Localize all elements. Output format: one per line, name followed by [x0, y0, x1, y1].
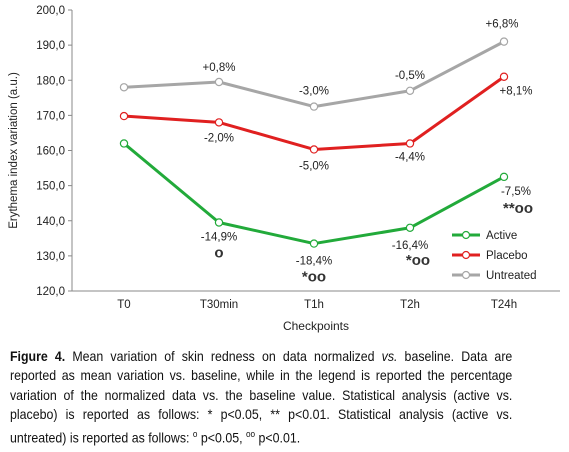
- x-axis: T0 T30min T1h T2h T24h: [72, 290, 560, 311]
- caption-vs: vs.: [381, 349, 398, 364]
- data-label: -7,5%: [501, 186, 531, 198]
- x-tick-label: T24h: [491, 299, 517, 311]
- y-tick-label: 140,0: [36, 216, 65, 228]
- data-label: -14,9%: [201, 232, 237, 244]
- y-tick-label: 180,0: [36, 75, 65, 87]
- figure-caption: Figure 4. Mean variation of skin redness…: [10, 347, 512, 448]
- data-point-untreated: [309, 102, 319, 111]
- data-point-untreated: [214, 77, 224, 87]
- caption-text-1: Mean variation of skin redness on data n…: [65, 349, 382, 364]
- x-tick-label: T1h: [304, 299, 324, 311]
- caption-degree-1: o: [192, 428, 198, 439]
- legend-label: Untreated: [486, 270, 537, 282]
- legend: Active Placebo Untreated: [452, 230, 537, 282]
- significance-mark: *oo: [302, 269, 326, 286]
- data-point-placebo: [119, 111, 129, 121]
- data-label: +8,1%: [500, 86, 533, 98]
- data-label: +6,8%: [486, 19, 519, 31]
- significance-mark: **oo: [503, 200, 533, 217]
- data-point-placebo: [214, 118, 224, 127]
- y-tick-label: 170,0: [36, 110, 65, 122]
- data-label: -0,5%: [395, 70, 425, 82]
- erythema-line-chart: 120,0 130,0 140,0 150,0 160,0 170,0 180,0 190,0…: [8, 5, 560, 333]
- data-point-placebo: [309, 145, 319, 154]
- y-tick-label: 200,0: [36, 5, 65, 17]
- legend-marker-placebo: [461, 250, 471, 260]
- legend-marker-untreated: [461, 270, 471, 280]
- data-labels: -14,9% -18,4% -16,4% -7,5% o *oo *oo **oo -2,0% -…: [201, 19, 533, 286]
- data-label: -5,0%: [299, 160, 329, 172]
- data-point-untreated: [405, 86, 415, 95]
- series-line-active: [123, 142, 505, 246]
- data-point-active: [309, 239, 319, 248]
- x-tick-label: T0: [117, 299, 130, 311]
- data-point-active: [499, 172, 509, 182]
- x-tick-label: T30min: [200, 299, 238, 311]
- legend-label: Placebo: [486, 250, 528, 262]
- caption-degree-2: oo: [245, 428, 256, 439]
- data-point-active: [119, 139, 129, 148]
- data-label: -4,4%: [395, 151, 425, 163]
- y-axis: 120,0 130,0 140,0 150,0 160,0 170,0 180,0 190,0…: [36, 5, 73, 298]
- data-label: -3,0%: [299, 86, 329, 98]
- legend-marker-active: [461, 230, 471, 240]
- y-tick-label: 130,0: [36, 251, 65, 263]
- figure-label: Figure 4.: [10, 349, 66, 364]
- y-axis-label: Erythema index variation (a.u.): [8, 72, 20, 229]
- y-tick-label: 190,0: [36, 40, 65, 52]
- y-tick-label: 160,0: [36, 146, 65, 158]
- legend-label: Active: [486, 230, 517, 242]
- data-point-active: [405, 223, 415, 232]
- data-label: +0,8%: [203, 62, 236, 74]
- data-point-placebo: [499, 72, 509, 81]
- y-tick-label: 150,0: [36, 181, 65, 193]
- significance-mark: *oo: [406, 252, 430, 269]
- caption-text-2: baseline. Data are reported as mean vari…: [10, 349, 513, 446]
- significance-mark: o: [214, 245, 223, 262]
- data-label: -16,4%: [392, 240, 428, 252]
- x-tick-label: T2h: [400, 299, 420, 311]
- data-label: -18,4%: [296, 256, 332, 268]
- series-layer: [119, 37, 509, 248]
- data-point-active: [214, 218, 224, 227]
- data-label: -2,0%: [204, 132, 234, 144]
- data-point-untreated: [119, 83, 129, 92]
- caption-text-4: p<0.05,: [197, 430, 246, 446]
- data-point-placebo: [405, 139, 415, 148]
- x-axis-label: Checkpoints: [283, 319, 349, 333]
- data-point-untreated: [499, 37, 509, 46]
- caption-text-6: p<0.01.: [255, 430, 301, 446]
- y-tick-label: 120,0: [36, 286, 65, 298]
